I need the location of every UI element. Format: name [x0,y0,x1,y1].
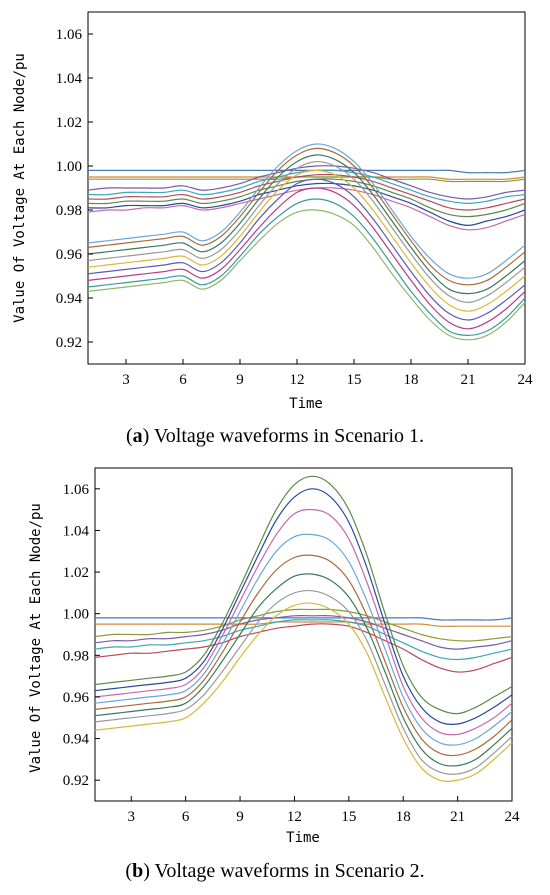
panel-b-y-tick-label: 0.96 [63,690,90,706]
panel-a-y-tick-label: 1.02 [56,115,82,131]
panel-a-chart: 3 6 9 12 15 18 21 24 0.92 0.94 0.96 0.98 1.00 1.02 1.0… [12,11,533,447]
panel-b-y-axis-label: Value Of Voltage At Each Node/pu [28,503,44,773]
panel-b-y-tick-label: 1.04 [63,523,90,539]
panel-a-y-tick-label: 0.94 [56,291,83,307]
panel-a-y-tick-label: 0.92 [56,335,82,351]
panel-a-x-tick-label: 12 [290,372,305,388]
panel-b-series-line-1 [95,617,513,621]
panel-a-y-tick-label: 0.98 [56,203,82,219]
panel-a-ticks-group: 3 6 9 12 15 18 21 24 0.92 0.94 0.96 0.98 1.00 1.02 1.0… [56,27,533,388]
panel-b-y-tick-label: 0.92 [63,773,89,789]
panel-a-series-line-14 [87,169,526,312]
panel-b-series-line-4 [94,615,513,650]
panel-b-chart: 3 6 9 12 15 18 21 24 0.92 0.94 0.96 0.98 1.00 1.02 1.0… [28,467,520,882]
panel-b-caption-open: ( [125,860,132,882]
panel-b-series-line-5 [94,619,513,661]
panel-b-y-tick-label: 0.98 [63,648,89,664]
panel-a-series-line-4 [87,165,526,200]
panel-b-x-tick-label: 21 [450,809,465,825]
panel-b-x-tick-label: 24 [505,809,521,825]
panel-a-series-line-12 [87,154,526,295]
panel-b-series-line-9 [94,508,513,736]
panel-a-series-line-11 [87,147,526,286]
panel-a-series-line-13 [87,160,526,304]
panel-a-x-tick-label: 21 [461,372,476,388]
panel-b-caption-text: ) Voltage waveforms in Scenario 2. [143,860,424,882]
panel-b-series-line-3 [94,608,513,642]
panel-b-x-axis-label: Time [286,830,320,846]
panel-a-y-tick-label: 0.96 [56,247,83,263]
panel-a-y-tick-label: 1.06 [56,27,83,43]
panel-b-series-line-13 [94,589,513,775]
panel-a-caption-open: ( [126,425,133,447]
panel-a-x-tick-label: 3 [122,372,130,388]
panel-a-x-tick-label: 24 [518,372,534,388]
panel-b-series-line-2 [94,621,512,627]
panel-b-series-line-14 [94,602,513,782]
panel-a-series-line-17 [87,198,526,337]
panel-b-series-group [94,475,513,782]
panel-a-series-group [87,143,526,341]
panel-b-x-tick-label: 3 [128,809,136,825]
panel-b-x-tick-label: 12 [287,809,302,825]
panel-a-series-line-15 [87,178,526,321]
panel-b-x-tick-label: 6 [182,809,190,825]
panel-b-caption-letter: b [132,860,143,882]
panel-a-series-line-3 [88,176,526,183]
panel-b-x-tick-label: 9 [236,809,244,825]
panel-a-series-line-10 [87,143,526,279]
panel-b-series-line-8 [94,488,513,725]
panel-b-y-tick-label: 1.02 [63,565,89,581]
panel-b-series-line-6 [94,623,513,673]
panel-a-x-tick-label: 15 [347,372,362,388]
panel-a-y-tick-label: 1.04 [56,71,83,87]
panel-b-x-tick-label: 18 [396,809,411,825]
panel-b-plot-frame [94,467,513,802]
panel-a-series-line-18 [87,209,526,341]
panel-b-y-tick-label: 1.00 [63,607,89,623]
panel-b-series-line-10 [94,533,513,746]
panel-a-x-axis-label: Time [289,396,323,412]
panel-b-series-line-7 [94,475,513,715]
panel-b-series-line-11 [94,554,513,757]
panel-a-y-tick-label: 1.00 [56,159,82,175]
panel-a-series-line-6 [87,173,526,211]
panel-a-caption-text: ) Voltage waveforms in Scenario 1. [143,425,424,447]
panel-b-caption: (b) Voltage waveforms in Scenario 2. [125,860,424,882]
panel-a-x-tick-label: 18 [404,372,419,388]
panel-a-series-line-1 [88,169,526,174]
panel-b-series-line-12 [94,573,513,767]
panel-a-plot-frame [87,11,526,365]
panel-a-series-line-16 [87,187,526,330]
panel-b-y-tick-label: 1.06 [63,482,90,498]
panel-a-caption-letter: a [133,425,143,447]
panel-a-y-axis-label: Value Of Voltage At Each Node/pu [12,53,28,323]
panel-b-y-tick-label: 0.94 [63,732,90,748]
panel-b-x-tick-label: 15 [341,809,356,825]
panel-a-x-tick-label: 6 [179,372,187,388]
panel-a-series-line-8 [87,182,526,227]
panel-b-ticks-group: 3 6 9 12 15 18 21 24 0.92 0.94 0.96 0.98 1.00 1.02 1.0… [63,482,520,825]
panel-a-x-tick-label: 9 [236,372,244,388]
panel-a-caption: (a) Voltage waveforms in Scenario 1. [126,425,424,447]
